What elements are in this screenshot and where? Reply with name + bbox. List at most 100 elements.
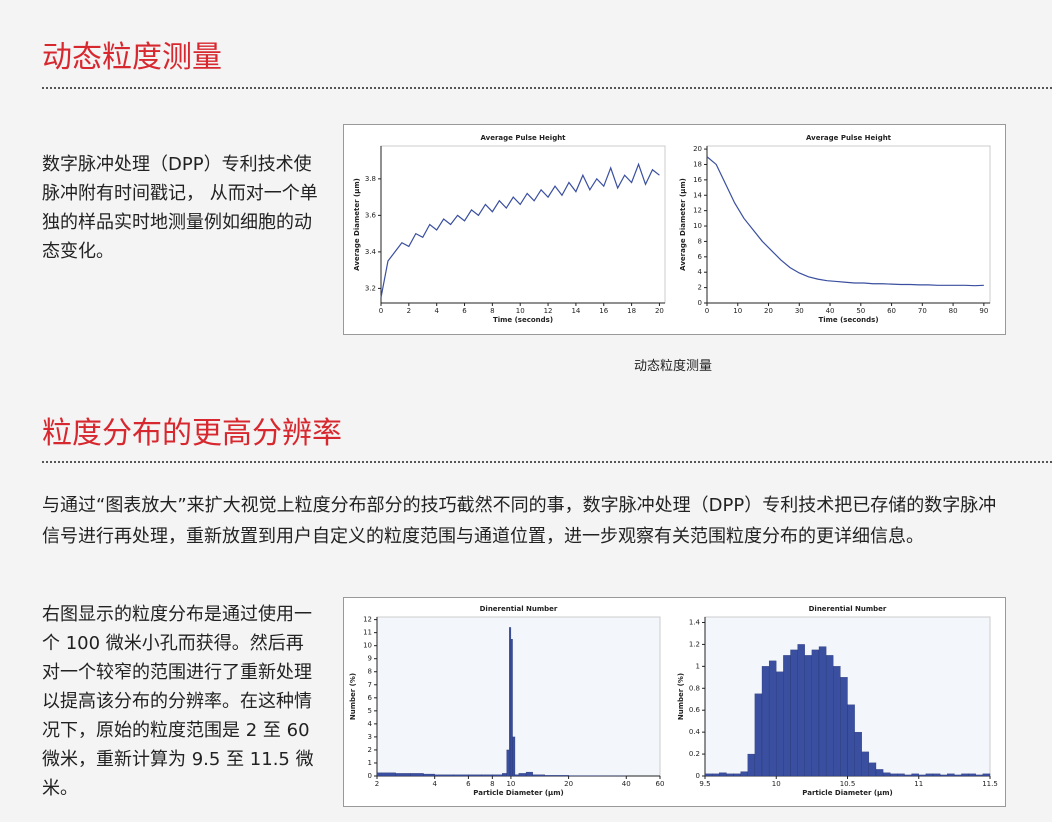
- bar: [847, 704, 855, 777]
- y-tick-label: 1.2: [689, 640, 700, 648]
- y-axis-label: Average Diameter (µm): [353, 178, 361, 271]
- x-tick-label: 40: [622, 780, 631, 788]
- y-tick-label: 14: [693, 191, 702, 199]
- bar: [395, 773, 411, 777]
- x-tick-label: 10.5: [840, 780, 856, 788]
- x-tick-label: 60: [887, 307, 896, 315]
- y-tick-label: 9: [368, 655, 372, 663]
- bar: [740, 771, 748, 777]
- y-tick-label: 5: [368, 707, 372, 715]
- y-tick-label: 7: [368, 681, 372, 689]
- x-tick-label: 11.5: [982, 780, 998, 788]
- x-tick-label: 16: [599, 307, 608, 315]
- bar: [833, 666, 841, 777]
- bar: [776, 671, 784, 777]
- y-tick-label: 20: [693, 145, 702, 153]
- x-axis-label: Particle Diameter (µm): [802, 789, 892, 797]
- bar: [711, 773, 720, 777]
- y-tick-label: 0: [698, 299, 702, 307]
- bar: [453, 774, 469, 777]
- y-tick-label: 11: [363, 629, 372, 637]
- x-axis-label: Time (seconds): [818, 316, 878, 324]
- y-tick-label: 1: [368, 759, 372, 767]
- x-tick-label: 60: [656, 780, 665, 788]
- divider: [42, 461, 1052, 463]
- y-tick-label: 1: [696, 662, 700, 670]
- bar: [925, 773, 934, 777]
- x-tick-label: 20: [655, 307, 664, 315]
- chart-title: Dinerential Number: [480, 605, 558, 613]
- bar: [961, 773, 969, 777]
- bar: [544, 775, 569, 777]
- x-tick-label: 18: [627, 307, 636, 315]
- x-tick-label: 9.5: [699, 780, 710, 788]
- y-tick-label: 3.4: [365, 248, 377, 256]
- x-tick-label: 2: [375, 780, 379, 788]
- x-tick-label: 4: [432, 780, 437, 788]
- bar: [797, 644, 805, 777]
- bar: [768, 660, 777, 777]
- x-tick-label: 10: [733, 307, 742, 315]
- paragraph: 与通过“图表放大”来扩大视觉上粒度分布部分的技巧截然不同的事，数字脉冲处理（DP…: [42, 495, 997, 547]
- data-line: [706, 156, 984, 287]
- x-tick-label: 90: [979, 307, 988, 315]
- chart-title: Dinerential Number: [809, 605, 887, 613]
- bar: [918, 774, 927, 777]
- x-tick-label: 50: [856, 307, 865, 315]
- bar: [804, 655, 813, 777]
- x-tick-label: 8: [490, 307, 494, 315]
- x-tick-label: 6: [466, 780, 471, 788]
- x-tick-label: 8: [490, 780, 494, 788]
- bar: [868, 762, 877, 777]
- bar: [968, 773, 976, 777]
- x-tick-label: 4: [434, 307, 439, 315]
- bar: [501, 773, 507, 777]
- x-tick-label: 0: [379, 307, 383, 315]
- bar: [882, 772, 891, 777]
- bar: [726, 773, 734, 777]
- bar: [423, 773, 435, 777]
- x-tick-label: 6: [462, 307, 467, 315]
- bar: [434, 774, 454, 777]
- bar: [939, 774, 948, 777]
- bar: [492, 774, 503, 777]
- y-tick-label: 4: [698, 268, 703, 276]
- section-heading: 动态粒度测量: [42, 40, 222, 75]
- bar: [733, 773, 741, 777]
- y-tick-label: 0: [696, 772, 700, 780]
- x-tick-label: 80: [949, 307, 958, 315]
- x-tick-label: 20: [764, 307, 773, 315]
- y-tick-label: 1.4: [689, 618, 701, 626]
- bar: [518, 773, 527, 777]
- bar: [761, 666, 770, 777]
- bar: [897, 773, 905, 777]
- bar: [747, 753, 756, 777]
- x-tick-label: 14: [571, 307, 580, 315]
- bar: [525, 771, 533, 777]
- bar: [532, 774, 545, 777]
- y-tick-label: 3.2: [365, 284, 376, 292]
- x-tick-label: 12: [544, 307, 553, 315]
- y-tick-label: 0.8: [689, 684, 700, 692]
- x-axis-label: Particle Diameter (µm): [473, 789, 563, 797]
- bar: [975, 774, 984, 777]
- y-tick-label: 18: [693, 160, 702, 168]
- bar: [818, 646, 827, 777]
- y-tick-label: 6: [698, 253, 703, 261]
- y-tick-label: 16: [693, 176, 702, 184]
- x-axis-label: Time (seconds): [493, 316, 553, 324]
- bar: [514, 774, 519, 777]
- bar: [481, 774, 493, 777]
- y-tick-label: 12: [363, 616, 372, 624]
- y-tick-label: 10: [693, 222, 702, 230]
- y-axis-label: Number (%): [677, 673, 685, 720]
- bar: [904, 774, 912, 777]
- y-tick-label: 0.4: [689, 728, 701, 736]
- bar: [840, 677, 848, 777]
- y-tick-label: 10: [363, 642, 372, 650]
- x-tick-label: 10: [506, 780, 515, 788]
- bar: [410, 773, 424, 777]
- y-tick-label: 12: [693, 207, 702, 215]
- bar: [510, 639, 513, 777]
